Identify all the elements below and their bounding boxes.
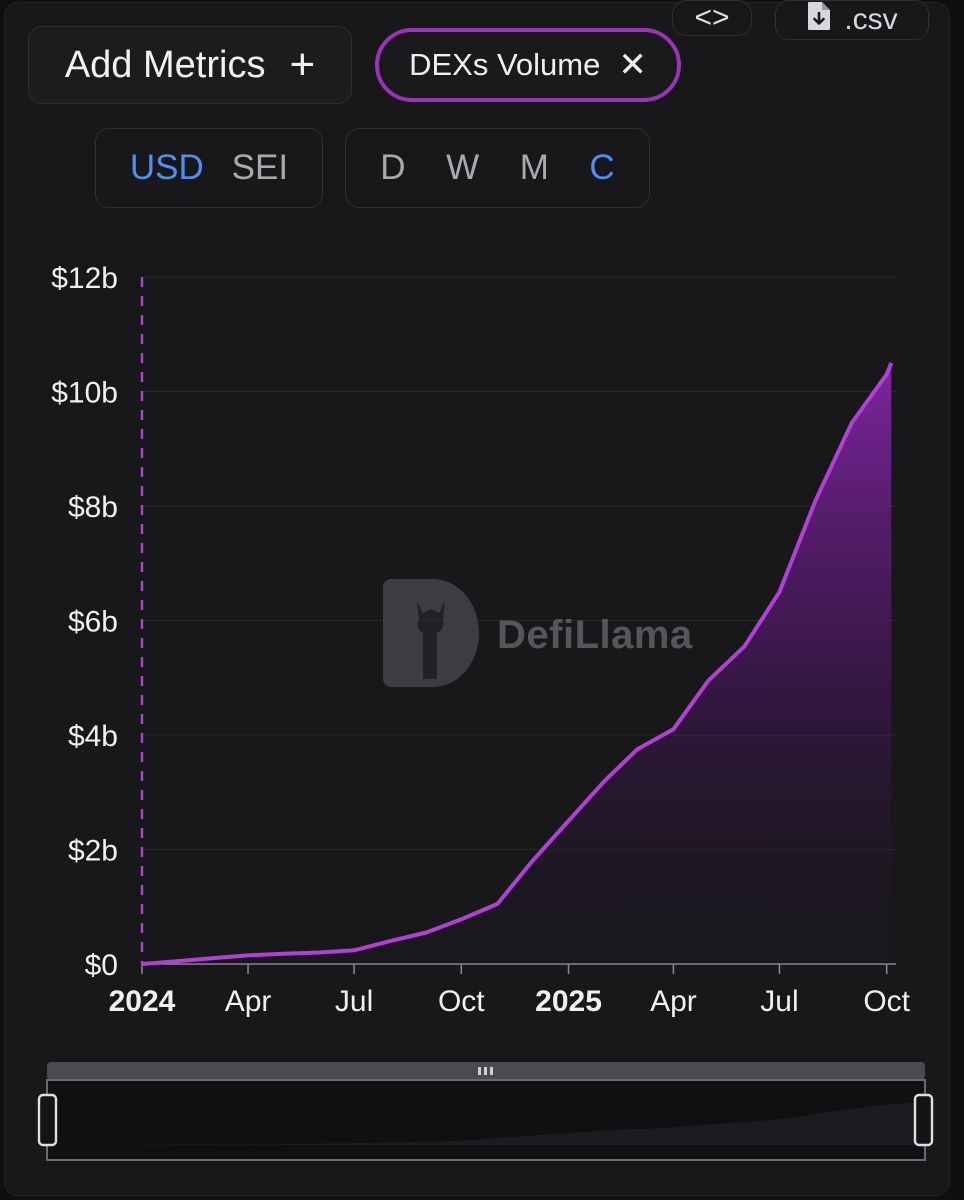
- plus-icon: +: [289, 40, 316, 89]
- currency-option-sei[interactable]: SEI: [231, 148, 289, 187]
- period-option-monthly[interactable]: M: [519, 148, 549, 187]
- currency-option-usd[interactable]: USD: [129, 148, 204, 187]
- embed-button[interactable]: <>: [672, 0, 752, 36]
- metric-pill-label: DEXs Volume: [409, 47, 601, 82]
- code-brackets-icon: <>: [694, 1, 730, 34]
- add-metrics-label: Add Metrics: [64, 43, 266, 86]
- file-download-icon: [806, 1, 832, 39]
- close-icon[interactable]: ✕: [618, 46, 647, 84]
- metric-pill-dexs-volume[interactable]: DEXs Volume ✕: [375, 28, 681, 102]
- period-option-cumulative[interactable]: C: [589, 148, 615, 187]
- period-option-daily[interactable]: D: [380, 148, 406, 187]
- add-metrics-button[interactable]: Add Metrics +: [28, 26, 352, 104]
- period-toggle: D W M C: [345, 128, 650, 208]
- watermark-text: DefiLlama: [497, 612, 693, 657]
- watermark: DefiLlama: [383, 578, 713, 692]
- download-csv-button[interactable]: .csv: [775, 0, 929, 40]
- csv-label: .csv: [844, 3, 898, 36]
- currency-toggle: USD SEI: [95, 128, 323, 208]
- llama-logo-icon: [383, 578, 479, 692]
- period-option-weekly[interactable]: W: [446, 148, 480, 187]
